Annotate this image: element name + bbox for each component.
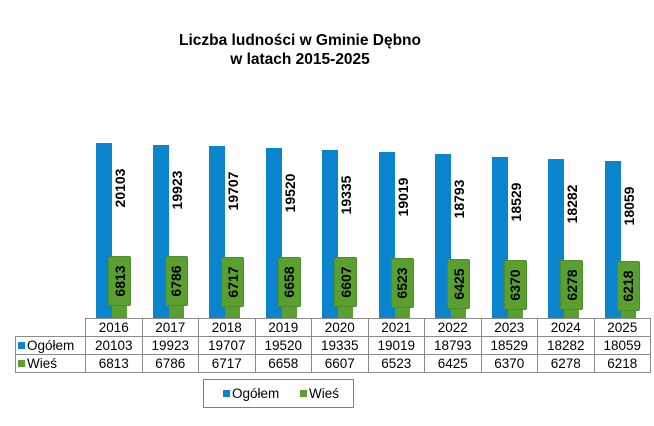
data-label-wies: 6658 bbox=[277, 257, 301, 308]
data-label-text: 6786 bbox=[168, 265, 184, 297]
data-table-cell-wies: 6717 bbox=[198, 354, 256, 373]
data-table-year: 2025 bbox=[593, 318, 651, 337]
row-label-text: Ogółem bbox=[27, 338, 75, 353]
data-table-cell-wies: 6218 bbox=[593, 354, 651, 373]
legend-label: Ogółem bbox=[232, 386, 280, 401]
data-table-cell-ogolem: 18529 bbox=[480, 336, 538, 355]
data-table-cell-ogolem: 19707 bbox=[198, 336, 256, 355]
data-label-ogolem: 19520 bbox=[281, 173, 298, 213]
legend-label: Wieś bbox=[309, 386, 339, 401]
data-table-cell-ogolem: 20103 bbox=[85, 336, 143, 355]
ogolem-swatch-icon bbox=[18, 342, 25, 349]
data-label-text: 6813 bbox=[111, 265, 128, 297]
data-label-wies: 6717 bbox=[221, 256, 244, 307]
data-table-corner bbox=[15, 318, 86, 337]
data-table-header-row: 2016 2017 2018 2019 2020 2021 2022 2023 2024 2025 bbox=[15, 318, 651, 337]
data-table-cell-wies: 6278 bbox=[537, 354, 595, 373]
data-label-text: 6278 bbox=[563, 269, 580, 301]
data-label-wies: 6813 bbox=[108, 255, 131, 306]
data-table-year: 2022 bbox=[424, 318, 482, 337]
data-label-ogolem: 20103 bbox=[112, 168, 128, 208]
data-label-text: 6218 bbox=[620, 270, 636, 302]
row-label-text: Wieś bbox=[27, 356, 57, 371]
data-label-wies: 6786 bbox=[164, 255, 188, 306]
data-label-ogolem: 18282 bbox=[564, 184, 580, 224]
ogolem-swatch-icon bbox=[223, 390, 230, 397]
data-label-text: 6607 bbox=[337, 266, 354, 299]
data-table-year: 2021 bbox=[367, 318, 425, 337]
data-label-text: 6717 bbox=[224, 265, 241, 298]
data-label-wies: 6523 bbox=[390, 258, 414, 309]
data-label-wies: 6218 bbox=[616, 260, 640, 311]
data-label-wies: 6607 bbox=[334, 257, 357, 308]
data-table-cell-wies: 6425 bbox=[424, 354, 482, 373]
data-label-ogolem: 18529 bbox=[507, 182, 524, 222]
data-table-cell-ogolem: 18793 bbox=[424, 336, 482, 355]
data-label-wies: 6425 bbox=[447, 259, 470, 310]
legend-item-wies: Wieś bbox=[300, 386, 339, 401]
data-table: 2016 2017 2018 2019 2020 2021 2022 2023 2024 2025… bbox=[15, 318, 651, 373]
data-label-ogolem: 19707 bbox=[225, 171, 241, 211]
plot-area: 20103 6813 19923 6786 19707 6717 19520 6658 1933… bbox=[83, 100, 648, 318]
wies-swatch-icon bbox=[18, 360, 25, 367]
chart-title-line2: w latach 2015-2025 bbox=[230, 51, 370, 68]
data-label-text: 6523 bbox=[394, 267, 410, 299]
data-label-text: 6425 bbox=[450, 268, 467, 300]
data-label-ogolem: 19923 bbox=[168, 170, 185, 210]
data-table-year: 2018 bbox=[198, 318, 256, 337]
chart-title: Liczba ludności w Gminie Dębno w latach … bbox=[150, 31, 450, 69]
data-table-cell-wies: 6523 bbox=[367, 354, 425, 373]
data-table-row-label: Ogółem bbox=[15, 336, 86, 355]
data-label-ogolem: 18793 bbox=[451, 179, 467, 219]
data-table-cell-wies: 6658 bbox=[254, 354, 312, 373]
legend-item-ogolem: Ogółem bbox=[223, 386, 279, 401]
data-label-ogolem: 19019 bbox=[394, 177, 411, 217]
data-table-cell-wies: 6607 bbox=[311, 354, 369, 373]
data-table-cell-wies: 6813 bbox=[85, 354, 143, 373]
data-label-wies: 6278 bbox=[560, 260, 583, 311]
data-label-text: 6658 bbox=[281, 266, 297, 298]
data-table-year: 2019 bbox=[254, 318, 312, 337]
chart-title-line1: Liczba ludności w Gminie Dębno bbox=[179, 32, 421, 49]
data-table-cell-ogolem: 19335 bbox=[311, 336, 369, 355]
data-table-year: 2020 bbox=[311, 318, 369, 337]
data-table-row-label: Wieś bbox=[15, 354, 86, 373]
data-table-cell-ogolem: 18282 bbox=[537, 336, 595, 355]
data-label-text: 6370 bbox=[507, 268, 523, 301]
data-table-year: 2016 bbox=[85, 318, 143, 337]
data-table-cell-ogolem: 19520 bbox=[254, 336, 312, 355]
data-table-cell-wies: 6370 bbox=[480, 354, 538, 373]
data-table-year: 2017 bbox=[141, 318, 199, 337]
data-table-cell-ogolem: 19019 bbox=[367, 336, 425, 355]
data-label-wies: 6370 bbox=[503, 259, 527, 310]
legend: Ogółem Wieś bbox=[203, 379, 354, 408]
data-label-ogolem: 19335 bbox=[338, 175, 354, 215]
data-table-year: 2024 bbox=[537, 318, 595, 337]
data-table-row-wies: Wieś 6813 6786 6717 6658 6607 6523 6425 6370 627… bbox=[15, 354, 651, 373]
data-table-row-ogolem: Ogółem 20103 19923 19707 19520 19335 19019 187… bbox=[15, 336, 651, 355]
data-table-year: 2023 bbox=[480, 318, 538, 337]
data-label-ogolem: 18059 bbox=[620, 186, 637, 226]
data-table-cell-wies: 6786 bbox=[141, 354, 199, 373]
wies-swatch-icon bbox=[300, 390, 307, 397]
data-table-cell-ogolem: 18059 bbox=[593, 336, 651, 355]
data-table-cell-ogolem: 19923 bbox=[141, 336, 199, 355]
